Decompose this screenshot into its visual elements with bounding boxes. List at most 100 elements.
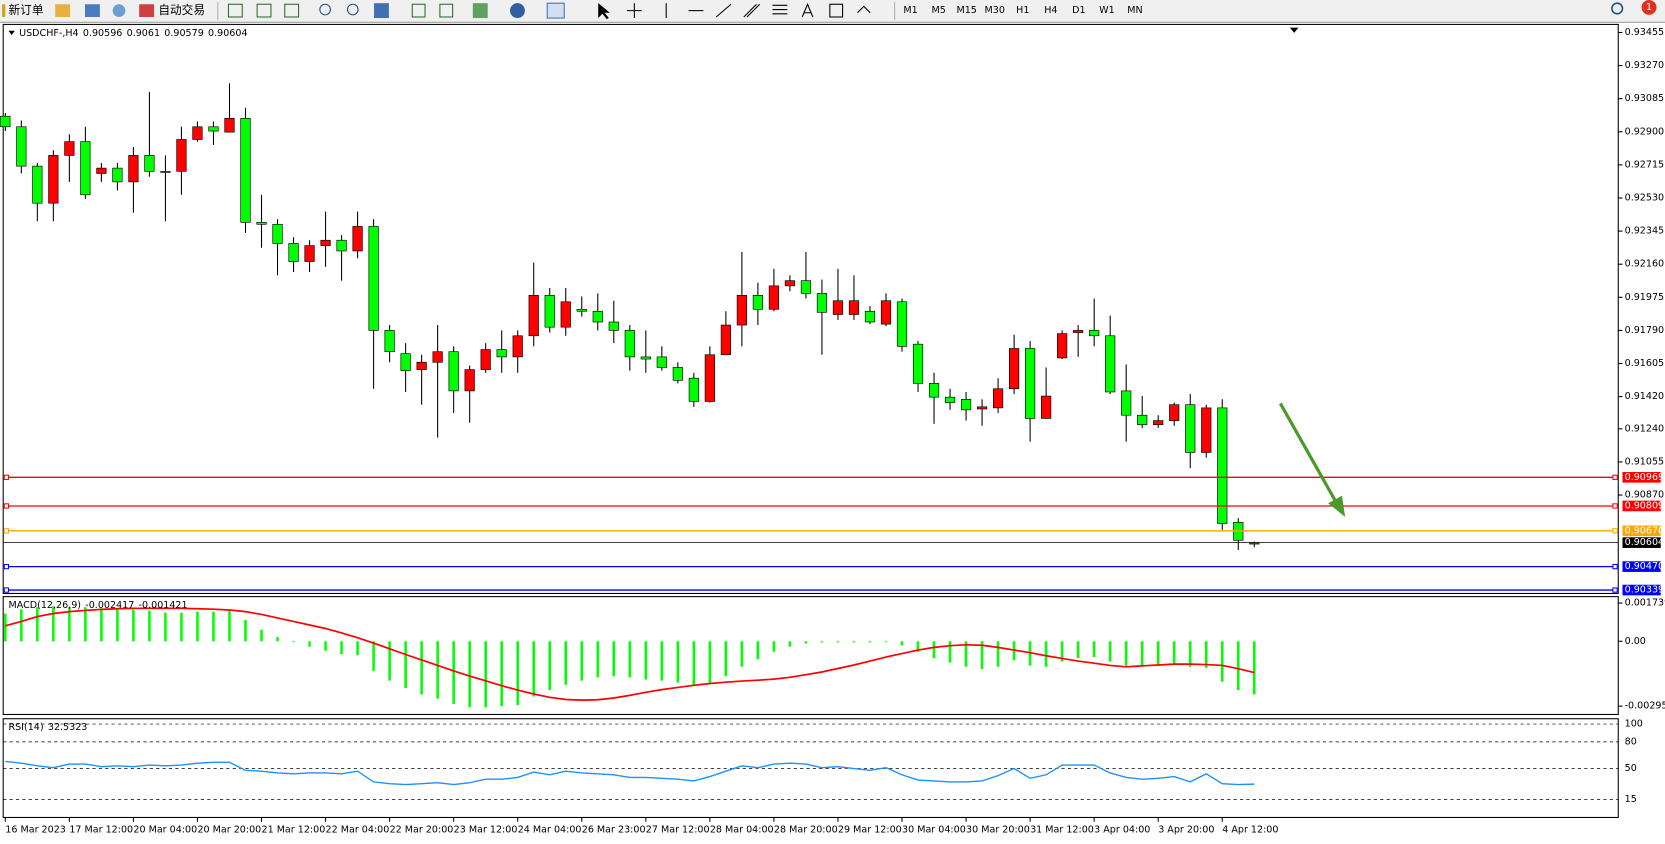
label-tool[interactable] bbox=[829, 3, 844, 18]
timeframe-button[interactable]: M30 bbox=[985, 5, 1005, 16]
trendline-tool[interactable] bbox=[715, 3, 732, 18]
new-order-button[interactable]: 新订单 bbox=[9, 3, 44, 17]
icon[interactable] bbox=[346, 3, 359, 16]
candle-body bbox=[144, 155, 155, 172]
timeframe-label[interactable]: H4 bbox=[1044, 5, 1057, 16]
macd-bar bbox=[100, 608, 103, 642]
icon[interactable] bbox=[139, 4, 155, 17]
shift-marker[interactable] bbox=[1289, 27, 1299, 33]
macd-bar bbox=[180, 612, 183, 642]
y-tick-label: 0.001739 bbox=[1625, 598, 1665, 609]
indicator-value: -0.001421 bbox=[139, 600, 188, 611]
crosshair-tool[interactable] bbox=[626, 3, 642, 19]
icon[interactable] bbox=[510, 3, 525, 19]
notification-count: 1 bbox=[1646, 2, 1652, 13]
icon[interactable] bbox=[374, 3, 389, 19]
timeframe-label[interactable]: M15 bbox=[956, 5, 976, 16]
candle-body bbox=[592, 310, 603, 323]
level-handle bbox=[3, 528, 10, 534]
x-tick-label: 22 Mar 04:00 bbox=[326, 825, 390, 836]
arrow-tool[interactable] bbox=[857, 5, 871, 14]
candle-body bbox=[928, 383, 940, 398]
candle-body bbox=[624, 330, 635, 358]
candle-body bbox=[240, 118, 251, 223]
macd-bar bbox=[836, 641, 840, 643]
candle-body bbox=[704, 354, 715, 402]
x-tick-label: 20 Mar 04:00 bbox=[133, 825, 197, 836]
macd-bar bbox=[404, 641, 407, 689]
macd-bar bbox=[1044, 641, 1048, 667]
icon[interactable] bbox=[55, 4, 71, 17]
timeframe-label[interactable]: MN bbox=[1127, 5, 1142, 16]
timeframe-label[interactable]: M30 bbox=[985, 5, 1005, 16]
timeframe-button[interactable]: H1 bbox=[1016, 5, 1029, 16]
channel-tool[interactable] bbox=[743, 3, 761, 18]
candle-body bbox=[112, 167, 123, 183]
text-tool[interactable] bbox=[801, 2, 814, 18]
x-tick-label: 3 Apr 04:00 bbox=[1094, 825, 1150, 836]
cursor-tool[interactable] bbox=[598, 3, 610, 20]
y-tick-label: 80 bbox=[1625, 736, 1637, 747]
notification-badge[interactable] bbox=[1641, 0, 1657, 15]
macd-bar bbox=[580, 641, 584, 681]
icon[interactable] bbox=[546, 2, 565, 19]
macd-bar bbox=[1236, 641, 1240, 691]
icon[interactable] bbox=[227, 3, 243, 18]
candle-body bbox=[896, 301, 908, 347]
macd-bar bbox=[292, 641, 295, 643]
level-handle bbox=[1612, 563, 1618, 570]
icon[interactable] bbox=[85, 4, 100, 17]
y-tick-label: 0.91790 bbox=[1625, 325, 1665, 336]
search-icon[interactable] bbox=[1611, 2, 1624, 15]
icon[interactable] bbox=[472, 3, 488, 19]
icon[interactable] bbox=[319, 3, 331, 16]
candle-body bbox=[1057, 333, 1068, 359]
icon[interactable] bbox=[284, 3, 300, 18]
macd-bar bbox=[868, 641, 872, 643]
macd-bar bbox=[996, 641, 1000, 667]
level-price-label: 0.90809 bbox=[1625, 500, 1665, 511]
symbol-header: USDCHF-,H4 0.90596 0.9061 0.90579 0.90604 bbox=[19, 27, 247, 38]
timeframe-label[interactable]: W1 bbox=[1099, 5, 1115, 16]
candle-body bbox=[304, 245, 315, 262]
icon[interactable] bbox=[112, 4, 126, 17]
fibo-tool[interactable] bbox=[772, 4, 788, 15]
timeframe-button[interactable]: M15 bbox=[956, 5, 976, 16]
x-tick-label: 30 Mar 04:00 bbox=[902, 825, 966, 836]
candle-body bbox=[256, 222, 267, 225]
macd-bar bbox=[116, 609, 119, 642]
macd-bar bbox=[500, 641, 503, 707]
timeframe-label[interactable]: M5 bbox=[931, 5, 945, 16]
timeframe-button[interactable]: MN bbox=[1127, 5, 1142, 16]
timeframe-button[interactable]: M1 bbox=[903, 5, 917, 16]
macd-bar bbox=[628, 641, 632, 678]
timeframe-button[interactable]: M5 bbox=[931, 5, 945, 16]
icon[interactable] bbox=[411, 3, 426, 18]
candle-body bbox=[1185, 404, 1196, 453]
icon[interactable] bbox=[256, 3, 272, 18]
candle-body bbox=[1217, 407, 1228, 524]
timeframe-label[interactable]: H1 bbox=[1016, 5, 1029, 16]
symbol: USDCHF-,H4 bbox=[19, 27, 78, 38]
timeframe-button[interactable]: H4 bbox=[1044, 5, 1057, 16]
plot-layer: 0.93455 0.93270 0.93085 0.92900 0.92715 0.925… bbox=[0, 27, 1665, 836]
macd-bar bbox=[1092, 641, 1096, 658]
level-handle bbox=[3, 503, 10, 509]
macd-bar bbox=[36, 607, 39, 642]
timeframe-label[interactable]: M1 bbox=[903, 5, 917, 16]
icon[interactable] bbox=[439, 3, 454, 18]
candle-body bbox=[0, 115, 11, 128]
level-handle bbox=[1612, 503, 1618, 509]
x-tick-label: 27 Mar 12:00 bbox=[646, 825, 710, 836]
macd-bar bbox=[340, 641, 343, 655]
auto-trading-button[interactable]: 自动交易 bbox=[158, 3, 205, 17]
timeframe-button[interactable]: D1 bbox=[1072, 5, 1085, 16]
timeframe-label[interactable]: D1 bbox=[1072, 5, 1085, 16]
x-tick-label: 31 Mar 12:00 bbox=[1030, 825, 1094, 836]
macd-bar bbox=[436, 641, 439, 699]
candle-body bbox=[160, 171, 171, 173]
indicator-name: RSI(14) bbox=[9, 722, 44, 733]
candle-body bbox=[80, 141, 91, 196]
timeframe-button[interactable]: W1 bbox=[1099, 5, 1115, 16]
candle-body bbox=[528, 295, 539, 337]
